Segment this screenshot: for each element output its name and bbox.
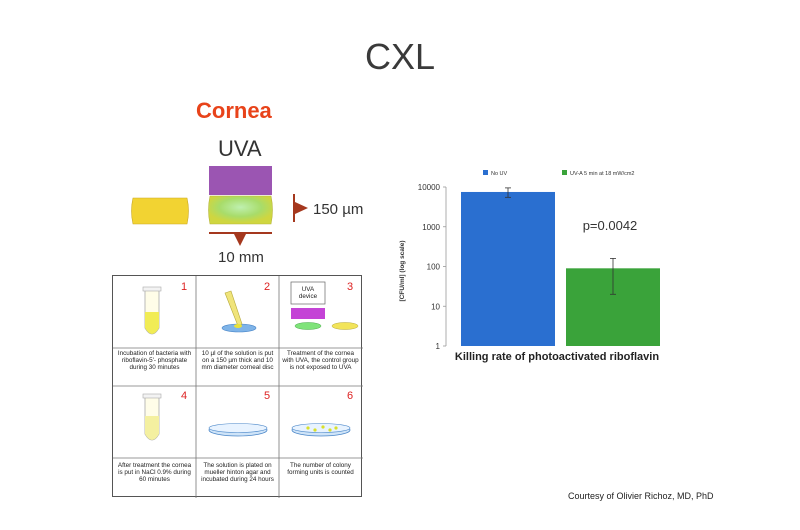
legend-label: UV-A 5 min at 18 mW/cm2 xyxy=(570,171,635,177)
step-caption-4: After treatment the cornea is put in NaC… xyxy=(117,462,192,484)
cornea-schematic xyxy=(131,166,308,246)
petri-dish-icon xyxy=(208,423,268,437)
y-tick-label: 10 xyxy=(431,302,440,311)
legend-swatch xyxy=(483,170,488,175)
bar-no-uv xyxy=(461,191,555,346)
legend-swatch xyxy=(562,170,567,175)
step-number-5: 5 xyxy=(264,390,271,402)
step-caption-6: The number of colony forming units is co… xyxy=(287,462,354,477)
step-number-1: 1 xyxy=(181,281,188,293)
step-caption-1: Incubation of bacteria with riboflavin-5… xyxy=(117,350,192,372)
step-number-4: 4 xyxy=(181,390,188,402)
pipette-on-disc-icon xyxy=(221,290,257,333)
step-number-6: 6 xyxy=(347,390,354,402)
step-number-2: 2 xyxy=(264,281,271,293)
x-axis-title: Killing rate of photoactivated riboflavi… xyxy=(455,351,659,363)
y-tick-label: 1000 xyxy=(422,223,440,232)
uva-device-icon xyxy=(290,281,359,330)
y-tick-label: 10000 xyxy=(418,183,441,192)
thickness-label: 150 µm xyxy=(313,201,364,218)
protocol-grid-lines xyxy=(113,276,363,498)
petri-dish-colonies-icon xyxy=(291,423,351,437)
slide-title: CXL xyxy=(364,36,436,77)
step-caption-5: The solution is plated on mueller hinton… xyxy=(201,462,274,484)
y-tick-label: 1 xyxy=(436,342,441,351)
chart-legend: No UV UV-A 5 min at 18 mW/cm2 xyxy=(483,170,635,177)
legend-label: No UV xyxy=(491,171,508,177)
step-number-3: 3 xyxy=(347,281,354,293)
p-value-annotation: p=0.0042 xyxy=(583,218,638,233)
cornea-disc-untreated xyxy=(131,197,189,225)
tube-icon xyxy=(142,286,162,335)
uva-light-bar xyxy=(209,166,272,195)
diameter-label: 10 mm xyxy=(218,249,264,266)
cornea-title: Cornea xyxy=(196,98,272,123)
y-axis: 1 10 100 1000 10000 xyxy=(418,183,447,351)
diameter-marker-arrow xyxy=(234,234,246,246)
y-axis-title: [CFU/ml] (log scale) xyxy=(399,240,406,301)
killing-rate-chart: No UV UV-A 5 min at 18 mW/cm2 11010010001… xyxy=(399,170,660,363)
uva-label: UVA xyxy=(218,136,262,161)
uva-device-label: UVA device xyxy=(298,286,318,301)
step-caption-3: Treatment of the cornea with UVA, the co… xyxy=(282,350,359,372)
cornea-disc-treated xyxy=(208,195,273,225)
y-tick-label: 100 xyxy=(427,263,441,272)
protocol-steps-grid: 1 2 3 4 5 6 UVA device Incubation of bac… xyxy=(112,275,363,498)
step-caption-2: 10 µl of the solution is put on a 150 µm… xyxy=(201,350,274,372)
tube-icon xyxy=(142,393,162,441)
bars xyxy=(461,187,660,346)
credit-text: Courtesy of Olivier Richoz, MD, PhD xyxy=(568,491,714,501)
thickness-marker-arrow xyxy=(295,202,308,214)
